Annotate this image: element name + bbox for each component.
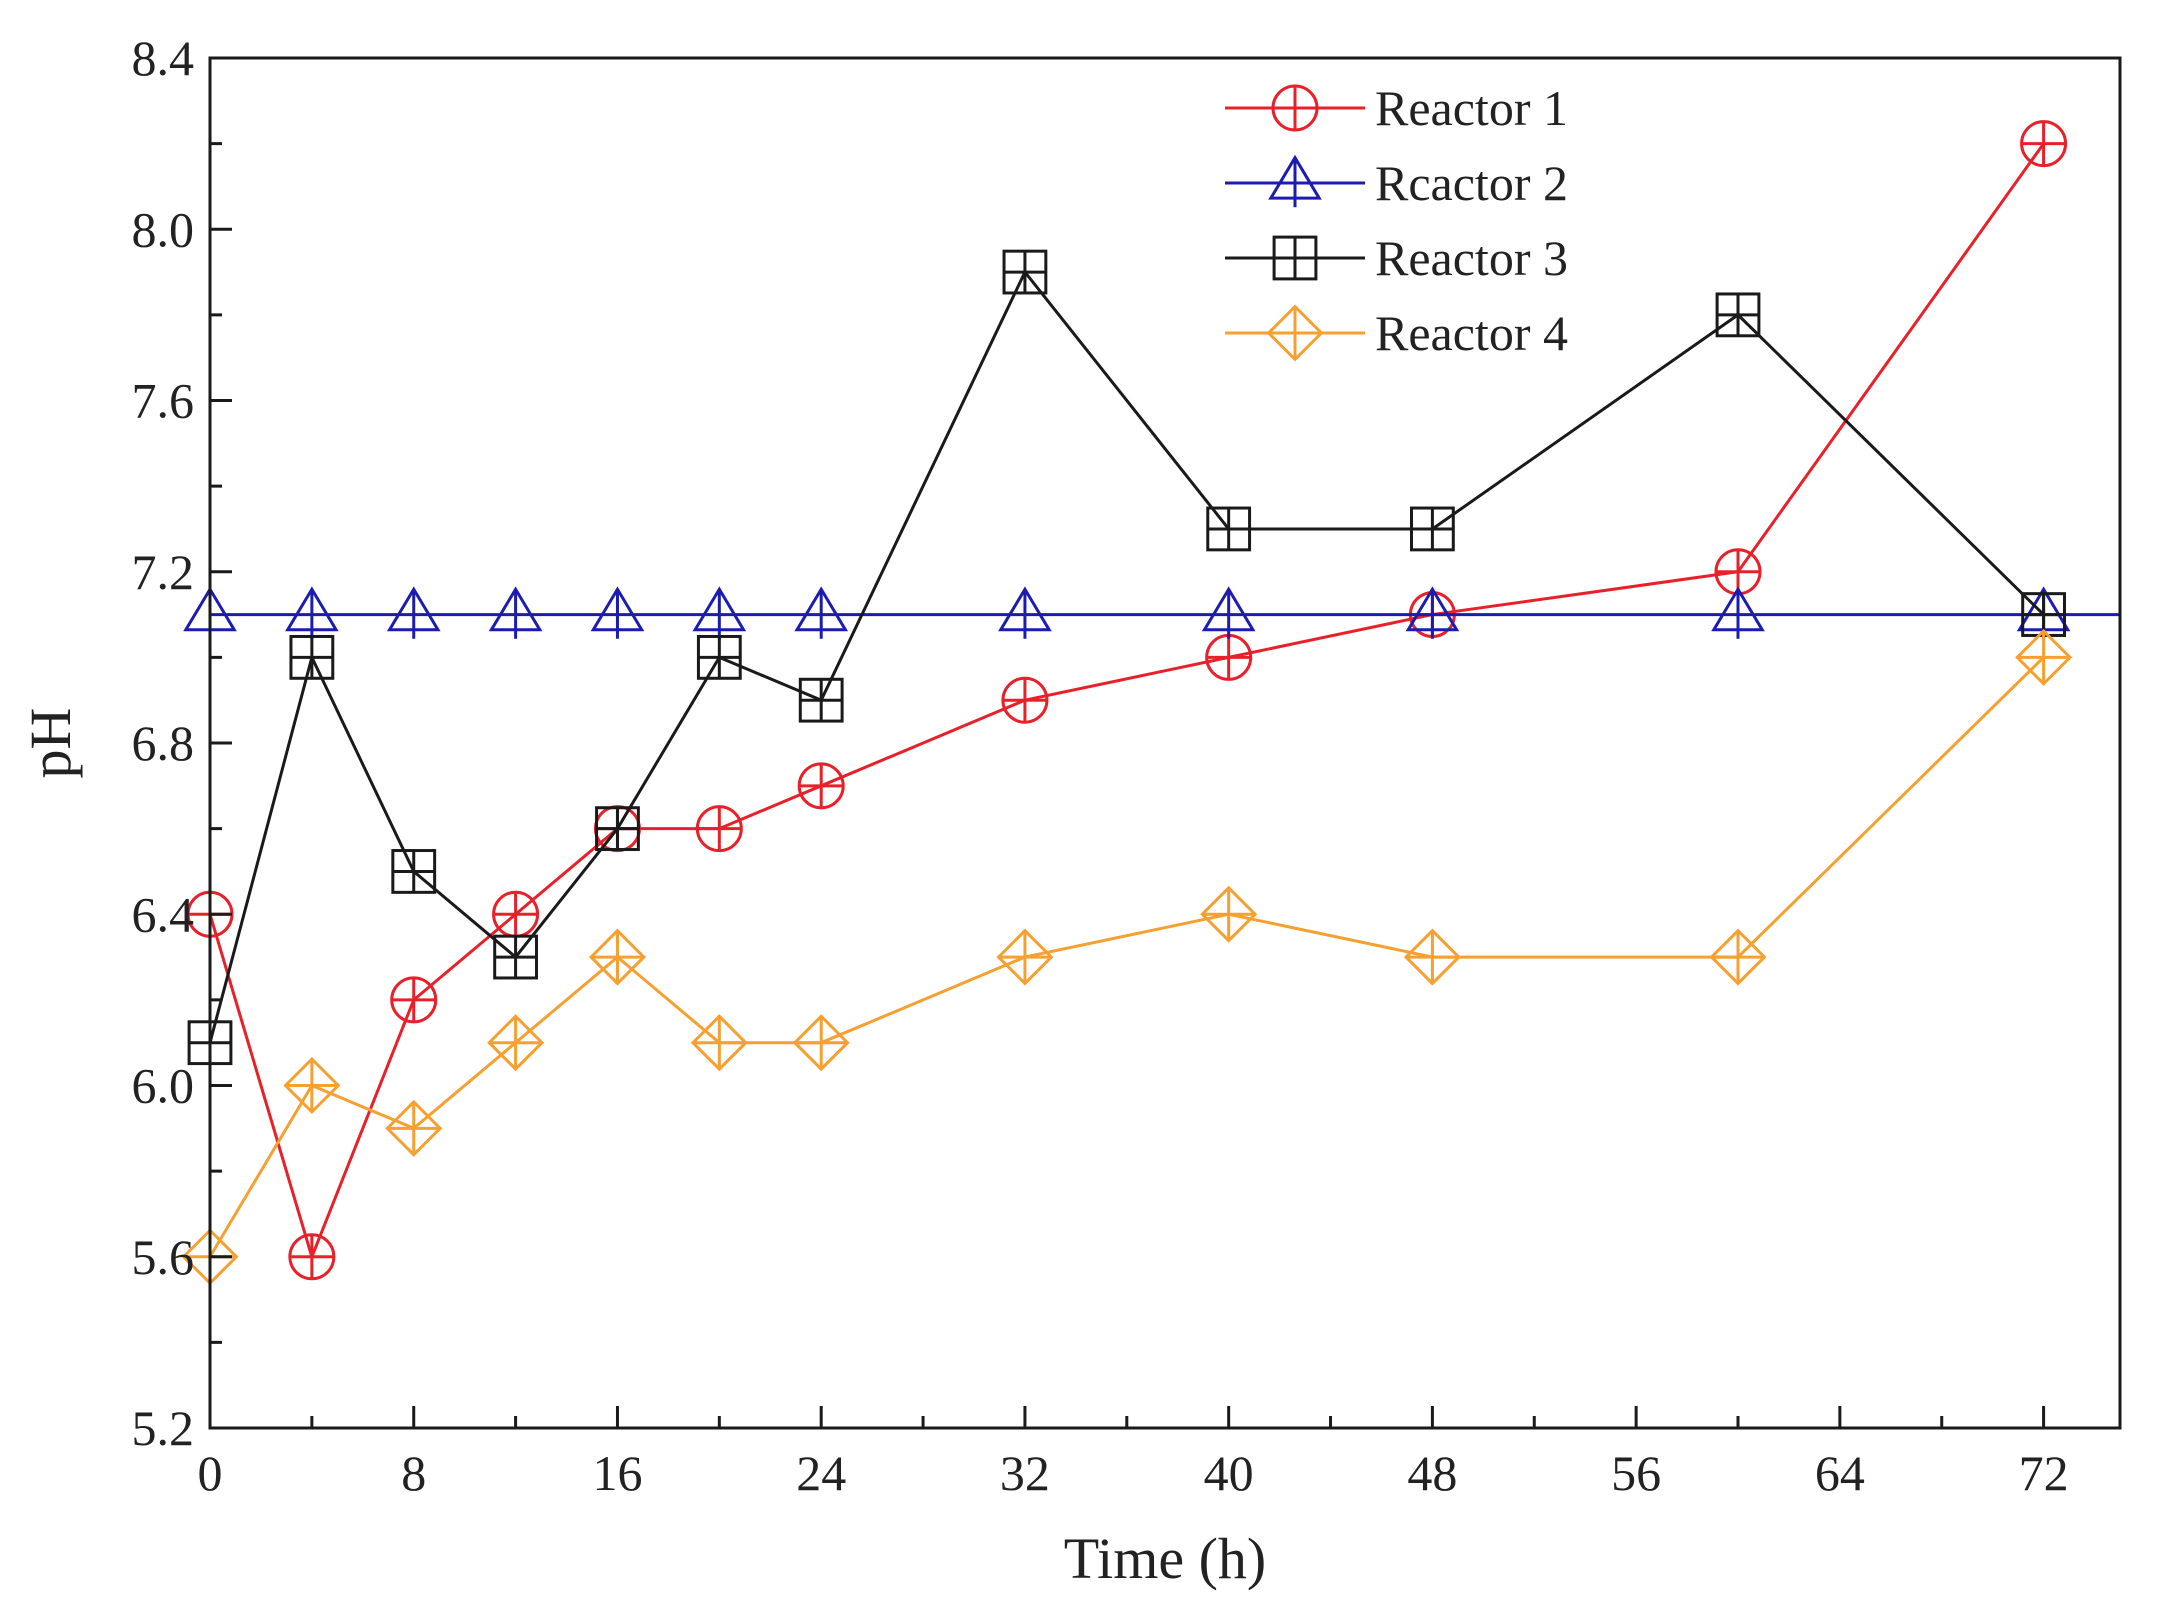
legend-marker bbox=[1268, 154, 1322, 208]
y-tick-label: 6.0 bbox=[132, 1058, 195, 1114]
y-tick-label: 5.6 bbox=[132, 1229, 195, 1285]
legend-label: Rcactor 2 bbox=[1375, 155, 1568, 211]
series-3-point bbox=[391, 849, 437, 894]
y-axis-title: pH bbox=[18, 708, 83, 779]
series-2-point bbox=[1405, 586, 1460, 639]
series-4-point bbox=[1403, 928, 1461, 986]
legend-marker bbox=[1272, 235, 1318, 281]
y-tick-label: 6.4 bbox=[132, 886, 195, 942]
legend-marker bbox=[1271, 84, 1319, 132]
series-1-point bbox=[492, 890, 540, 938]
series-1-point bbox=[1001, 676, 1049, 724]
series-2-point bbox=[590, 586, 645, 639]
series-4-line bbox=[208, 656, 2045, 1258]
series-2-point bbox=[488, 586, 543, 639]
series-1-point bbox=[390, 976, 438, 1024]
y-tick-label: 8.0 bbox=[132, 201, 195, 257]
series-2 bbox=[183, 586, 2120, 639]
series-1-line bbox=[208, 142, 2045, 1262]
legend-entry-2: Rcactor 2 bbox=[1225, 154, 1568, 211]
x-tick-label: 72 bbox=[2019, 1445, 2069, 1501]
tick-labels-layer: 0 8 16 24 32 40 48 56 64 72 5.2 5.6 6.0 6.4 6.8 7.2 7.6 8… bbox=[132, 30, 2069, 1501]
y-tick-label: 7.6 bbox=[132, 373, 195, 429]
series-4-point bbox=[2015, 628, 2073, 686]
y-tick-label: 7.2 bbox=[132, 544, 195, 600]
series-3-point bbox=[493, 934, 539, 980]
series-2-point bbox=[692, 586, 747, 639]
x-tick-label: 8 bbox=[401, 1445, 426, 1501]
series-2-point bbox=[998, 586, 1052, 639]
y-tick-label: 8.4 bbox=[132, 30, 195, 86]
series-1-point bbox=[2020, 120, 2068, 168]
series-4-point bbox=[792, 1014, 850, 1072]
legend-entry-1: Reactor 1 bbox=[1225, 80, 1568, 136]
series-2-point bbox=[386, 586, 441, 639]
series-4-point bbox=[588, 928, 646, 986]
series-2-point bbox=[285, 586, 339, 639]
legend-entry-4: Reactor 4 bbox=[1225, 304, 1568, 362]
legend-entry-3: Reactor 3 bbox=[1225, 230, 1568, 286]
legend-label: Reactor 4 bbox=[1375, 305, 1568, 361]
y-tick-label: 5.2 bbox=[132, 1400, 195, 1456]
series-2-point bbox=[1711, 586, 1765, 639]
x-tick-label: 32 bbox=[1000, 1445, 1050, 1501]
series-4-point bbox=[1709, 928, 1767, 986]
x-tick-label: 24 bbox=[796, 1445, 846, 1501]
series-4-point bbox=[690, 1014, 748, 1072]
x-tick-label: 0 bbox=[198, 1445, 223, 1501]
series-3-line bbox=[208, 269, 2045, 1044]
x-tick-label: 16 bbox=[592, 1445, 642, 1501]
series-3 bbox=[187, 249, 2066, 1066]
ticks-layer bbox=[208, 56, 2046, 1430]
series-1-point bbox=[695, 805, 743, 853]
series-3-point bbox=[1206, 506, 1252, 552]
series-layer bbox=[181, 120, 2120, 1286]
series-4-point bbox=[487, 1014, 545, 1072]
series-2-point bbox=[794, 586, 849, 639]
series-3-point bbox=[289, 634, 335, 680]
series-4-point bbox=[283, 1056, 341, 1115]
series-1 bbox=[186, 120, 2068, 1281]
series-3-point bbox=[696, 634, 742, 680]
series-3-point bbox=[1002, 249, 1048, 295]
series-1-point bbox=[288, 1233, 336, 1281]
y-tick-label: 6.8 bbox=[132, 715, 195, 771]
legend-label: Reactor 1 bbox=[1375, 80, 1568, 136]
legend-label: Reactor 3 bbox=[1375, 230, 1568, 286]
series-3-point bbox=[1715, 292, 1761, 338]
series-3-point bbox=[798, 677, 844, 723]
x-tick-label: 48 bbox=[1407, 1445, 1457, 1501]
legend: Reactor 1 Rcactor 2 Reactor 3 Reactor 4 bbox=[1225, 80, 1568, 362]
x-tick-label: 56 bbox=[1611, 1445, 1661, 1501]
series-4-point bbox=[1200, 885, 1258, 943]
series-3-point bbox=[595, 806, 640, 852]
series-4 bbox=[181, 628, 2073, 1286]
series-2-point bbox=[1201, 586, 1256, 639]
series-1-point bbox=[1205, 633, 1253, 681]
series-4-point bbox=[385, 1099, 443, 1157]
series-4-point bbox=[996, 928, 1054, 986]
series-1-point bbox=[797, 762, 845, 810]
legend-marker bbox=[1266, 304, 1324, 362]
x-tick-label: 40 bbox=[1204, 1445, 1254, 1501]
x-tick-label: 64 bbox=[1815, 1445, 1865, 1501]
series-3-point bbox=[1410, 506, 1455, 552]
x-axis-title: Time (h) bbox=[1064, 1526, 1267, 1591]
